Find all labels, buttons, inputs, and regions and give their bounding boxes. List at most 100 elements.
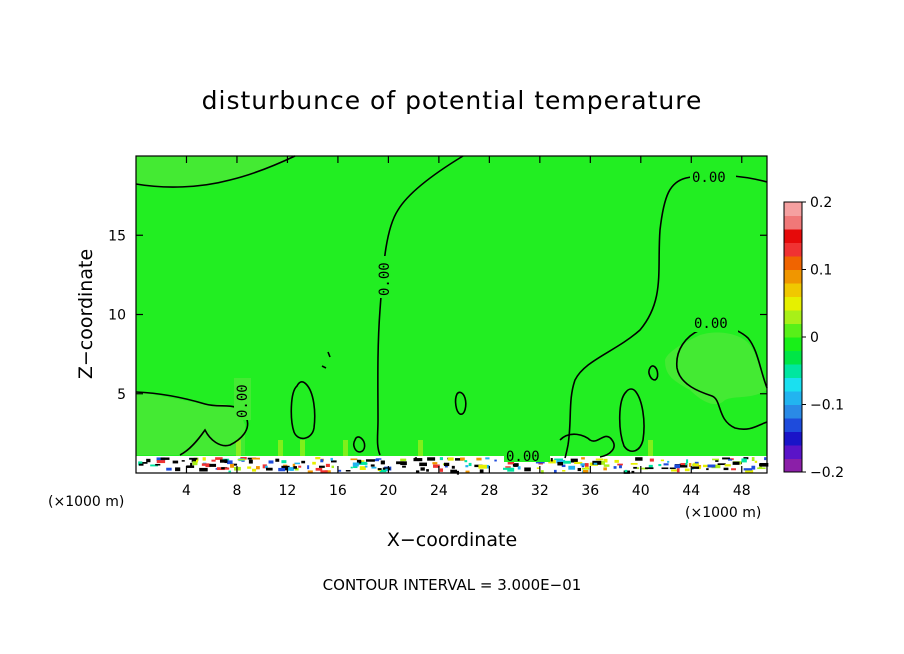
surface-noise-speck (751, 457, 755, 462)
x-tick-label: 24 (430, 483, 448, 499)
surface-noise-speck (468, 462, 472, 467)
surface-noise-speck (292, 463, 296, 467)
surface-noise-speck (661, 467, 669, 470)
contour-label-central-group: 0.00 (376, 256, 393, 298)
surface-noise-speck (731, 468, 736, 471)
surface-noise-speck (415, 470, 420, 474)
colorbar-swatch (784, 323, 802, 338)
surface-noise-speck (485, 457, 490, 460)
surface-noise-speck (630, 463, 638, 465)
surface-noise-speck (541, 470, 544, 474)
x-tick-label: 32 (531, 483, 549, 499)
surface-noise-speck (215, 457, 223, 460)
surface-noise-speck (561, 464, 566, 468)
surface-noise-speck (294, 462, 300, 465)
contour-line-right-upper (564, 174, 768, 459)
surface-noise-speck (702, 464, 709, 468)
contour-line-mini (327, 351, 331, 358)
surface-noise-speck (553, 469, 557, 474)
surface-noise-speck (419, 462, 427, 467)
surface-noise-speck (190, 462, 193, 467)
surface-plume (343, 440, 348, 456)
surface-noise-speck (759, 462, 769, 467)
surface-noise-speck (613, 466, 617, 469)
x-tick-label: 16 (329, 483, 347, 499)
surface-noise-speck (548, 459, 556, 464)
surface-noise-speck (717, 463, 726, 466)
surface-noise-speck (202, 457, 206, 461)
x-tick-label: 40 (632, 483, 650, 499)
surface-noise-speck (577, 467, 582, 472)
contour-label-bottom: 0.00 (506, 449, 540, 465)
surface-noise-speck (365, 459, 375, 462)
surface-noise-speck (593, 462, 598, 465)
colorbar-swatch (784, 337, 802, 351)
surface-noise-speck (671, 469, 679, 472)
contour-label-right-lobe: 0.00 (694, 316, 728, 332)
surface-noise-speck (698, 464, 702, 468)
surface-noise-speck (224, 459, 228, 464)
contour-line-blob-1 (290, 381, 316, 440)
surface-noise-speck (278, 467, 286, 472)
surface-noise-speck (359, 466, 366, 470)
surface-noise-speck (172, 460, 179, 464)
surface-noise-speck (479, 469, 484, 473)
colorbar-labels: 0.2 0.1 0 −0.1 −0.2 (802, 195, 844, 481)
surface-noise-speck (294, 467, 299, 471)
surface-noise-speck (556, 459, 566, 464)
surface-noise-speck (255, 466, 260, 470)
colorbar-swatch (784, 215, 802, 230)
surface-noise-speck (312, 461, 316, 465)
surface-noise-speck (301, 460, 306, 464)
surface-noise-speck (614, 459, 619, 463)
surface-noise-speck (330, 460, 337, 463)
surface-noise-speck (451, 465, 455, 469)
colorbar-swatch (784, 418, 802, 432)
surface-noise-speck (400, 458, 407, 462)
colorbar-tick-label: −0.1 (810, 398, 844, 414)
surface-noise-speck (375, 458, 382, 460)
surface-noise-speck (724, 464, 731, 467)
surface-noise-speck (557, 461, 564, 466)
surface-noise-speck (759, 466, 763, 469)
surface-noise-speck (396, 461, 404, 465)
colorbar-swatch (784, 269, 802, 284)
surface-noise-speck (427, 457, 436, 461)
surface-noise-speck (237, 458, 246, 461)
surface-noise-speck (447, 457, 454, 461)
contour-label-backgrounds (504, 168, 738, 462)
surface-noise-speck (315, 457, 321, 460)
surface-noise-speck (420, 467, 425, 471)
surface-noise-speck (307, 465, 310, 470)
surface-noise-speck (350, 458, 358, 461)
surface-noise-speck (663, 463, 669, 466)
surface-noise-speck (505, 466, 511, 468)
surface-noise-speck (268, 460, 274, 464)
surface-noise-speck (757, 467, 766, 470)
surface-noise-speck (618, 465, 622, 469)
surface-noise-speck (732, 461, 740, 465)
surface-noise-speck (582, 469, 589, 473)
contour-label-central: 0.00 (377, 262, 393, 296)
surface-noise-speck (706, 468, 709, 471)
surface-noise-speck (722, 457, 730, 460)
colorbar-swatch (784, 283, 802, 297)
surface-noise-speck (230, 463, 234, 468)
x-unit-right: (×1000 m) (685, 505, 761, 521)
surface-noise-speck (723, 467, 729, 471)
surface-noise-speck (266, 467, 273, 471)
surface-noise-speck (385, 468, 389, 472)
surface-plume (418, 440, 423, 456)
surface-noise-speck (138, 463, 144, 466)
surface-noise-speck (320, 470, 328, 473)
surface-noise-speck (581, 457, 585, 460)
surface-noise-speck (707, 464, 716, 468)
surface-noise-speck (455, 458, 464, 461)
surface-noise-speck (350, 466, 353, 469)
surface-noise-speck (247, 466, 252, 469)
surface-noise-speck (155, 463, 161, 466)
surface-noise-speck (141, 462, 148, 464)
contour-interval-note: CONTOUR INTERVAL = 3.000E−01 (322, 576, 582, 594)
x-unit-left: (×1000 m) (48, 494, 124, 510)
surface-noise-speck (633, 466, 638, 469)
